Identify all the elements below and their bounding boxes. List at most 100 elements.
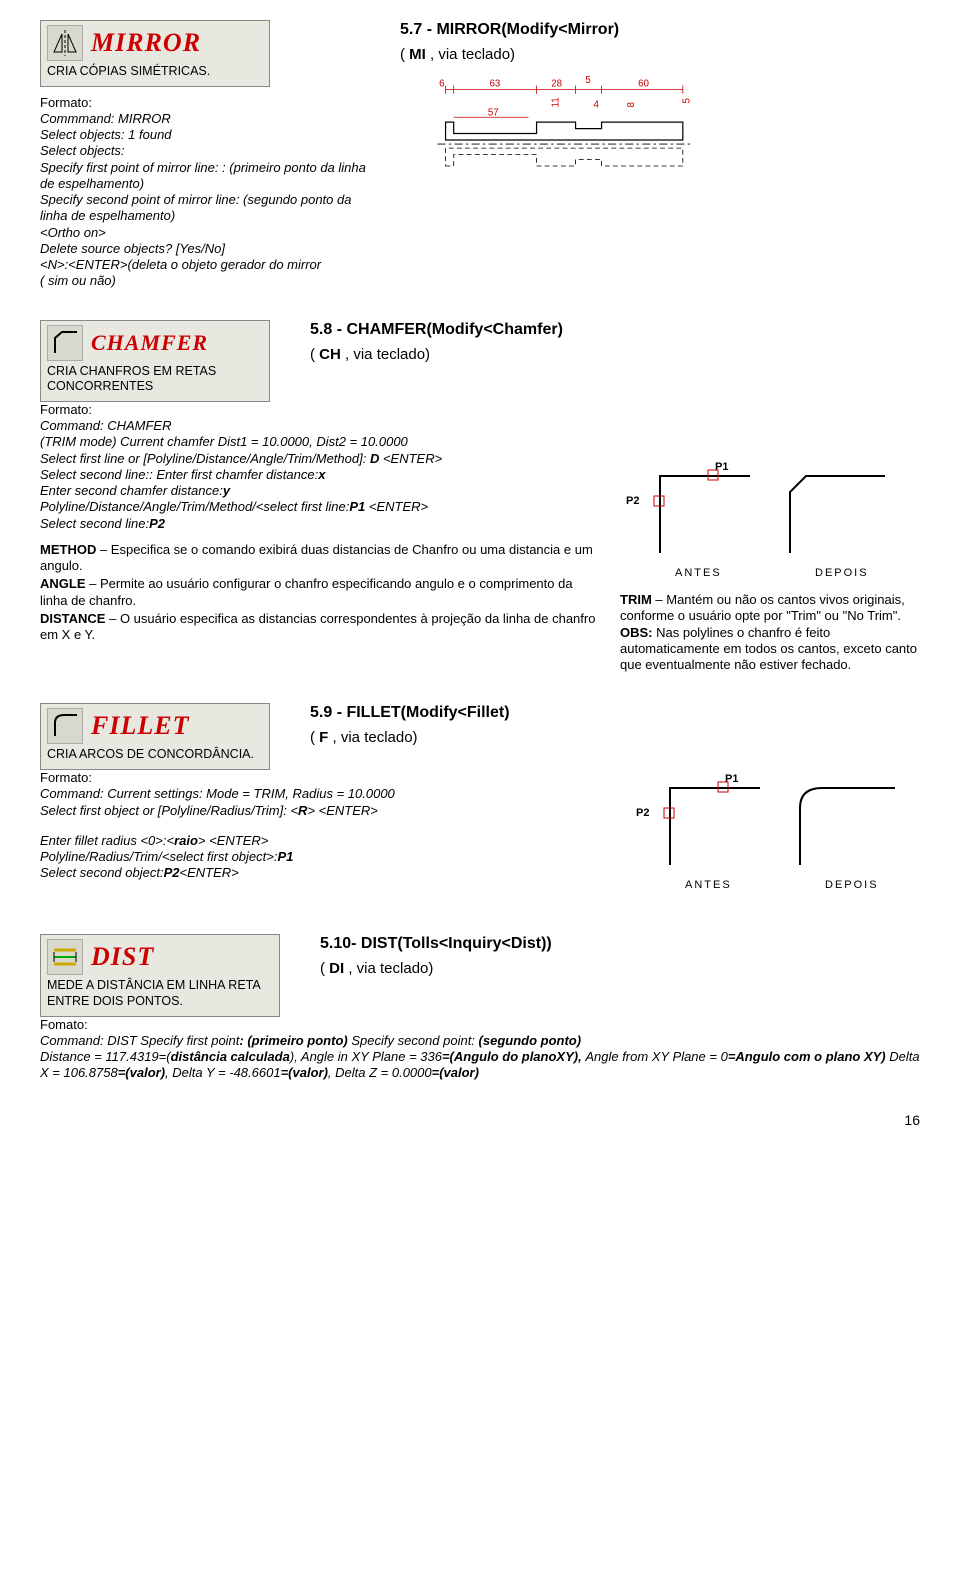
mirror-l7: Delete source objects? [Yes/No] — [40, 241, 380, 257]
chamfer-section-title: 5.8 - CHAMFER(Modify<Chamfer) — [310, 320, 920, 340]
t: D — [370, 451, 379, 466]
t: Select first object or [Polyline/Radius/… — [40, 803, 298, 818]
fi-l3: Enter fillet radius <0>:<raio> <ENTER> — [40, 833, 610, 849]
chamfer-desc: CRIA CHANFROS EM RETAS CONCORRENTES — [47, 364, 263, 395]
t: =(Angulo do planoXY), — [442, 1049, 585, 1064]
t: P1 — [277, 849, 293, 864]
t: Enter fillet radius <0>:< — [40, 833, 174, 848]
t: ), Angle in XY Plane = 336 — [290, 1049, 442, 1064]
depois: DEPOIS — [815, 567, 869, 579]
fillet-section-title: 5.9 - FILLET(Modify<Fillet) — [310, 703, 920, 723]
dist-section-title: 5.10- DIST(Tolls<Inquiry<Dist)) — [320, 934, 920, 954]
chamfer-icon-box: CHAMFER CRIA CHANFROS EM RETAS CONCORREN… — [40, 320, 270, 402]
antes: ANTES — [685, 879, 732, 891]
chamfer-left: CHAMFER CRIA CHANFROS EM RETAS CONCORREN… — [40, 320, 290, 402]
t: Polyline/Radius/Trim/<select first objec… — [40, 849, 277, 864]
p2: P2 — [626, 495, 639, 507]
fillet-via: ( F , via teclado) — [310, 729, 920, 748]
t: , Delta Y = -48.6601 — [165, 1065, 281, 1080]
t: (deleta o objeto gerador do mirror — [127, 257, 321, 272]
t: , Delta Z = 0.0000 — [328, 1065, 432, 1080]
section-fillet: FILLET CRIA ARCOS DE CONCORDÂNCIA. 5.9 -… — [40, 703, 920, 904]
d8: 8 — [626, 102, 637, 107]
fi-l1: Command: Current settings: Mode = TRIM, … — [40, 786, 610, 802]
mirror-l9: ( sim ou não) — [40, 273, 380, 289]
chamfer-diagram: P1 P2 ANTES DEPOIS — [620, 458, 900, 588]
mirror-l2: Select objects: 1 found — [40, 127, 380, 143]
fi-l4: Polyline/Radius/Trim/<select first objec… — [40, 849, 610, 865]
chamfer-icon — [47, 325, 83, 361]
p1: P1 — [725, 773, 738, 785]
mirror-l6: <Ortho on> — [40, 225, 380, 241]
mirror-right: 5.7 - MIRROR(Modify<Mirror) ( MI , via t… — [400, 20, 920, 209]
t: : (primeiro ponto) — [239, 1033, 351, 1048]
t: Select second object: — [40, 865, 164, 880]
p2: P2 — [636, 807, 649, 819]
d60: 60 — [638, 78, 649, 89]
mirror-l5: Specify second point of mirror line: (se… — [40, 192, 380, 225]
t: <ENTER> — [379, 451, 442, 466]
t: Select second line: — [40, 516, 149, 531]
fmt-label: Fomato: — [40, 1017, 920, 1033]
section-chamfer: CHAMFER CRIA CHANFROS EM RETAS CONCORREN… — [40, 320, 920, 674]
antes: ANTES — [675, 567, 722, 579]
di-l1: Command: DIST Specify first point: (prim… — [40, 1033, 920, 1049]
section-dist: DIST MEDE A DISTÂNCIA EM LINHA RETA ENTR… — [40, 934, 920, 1081]
t: – Especifica se o comando exibirá duas d… — [40, 542, 593, 573]
fmt-label: Formato: — [40, 402, 920, 418]
d5: 5 — [585, 75, 591, 86]
t: – O usuário especifica as distancias cor… — [40, 611, 595, 642]
t: P2 — [149, 516, 165, 531]
t: ANGLE — [40, 576, 86, 591]
fi-l5: Select second object:P2<ENTER> — [40, 865, 610, 881]
dist-icon-box: DIST MEDE A DISTÂNCIA EM LINHA RETA ENTR… — [40, 934, 280, 1016]
mirror-l1: Commmand: MIRROR — [40, 111, 380, 127]
fillet-icon-box: FILLET CRIA ARCOS DE CONCORDÂNCIA. — [40, 703, 270, 770]
fmt-label: Formato: — [40, 95, 380, 111]
chamfer-head: 5.8 - CHAMFER(Modify<Chamfer) ( CH , via… — [310, 320, 920, 365]
mirror-l3: Select objects: — [40, 143, 380, 159]
d63: 63 — [489, 78, 500, 89]
mirror-left: MIRROR CRIA CÓPIAS SIMÉTRICAS. Formato: … — [40, 20, 380, 290]
t: =(valor) — [118, 1065, 165, 1080]
d4: 4 — [593, 99, 599, 110]
dist-via: ( DI , via teclado) — [320, 960, 920, 979]
t: Polyline/Distance/Angle/Trim/Method/<sel… — [40, 499, 349, 514]
t: Specify second point: — [351, 1033, 478, 1048]
section-mirror: MIRROR CRIA CÓPIAS SIMÉTRICAS. Formato: … — [40, 20, 920, 290]
fillet-diagram: P1 P2 ANTES DEPOIS — [630, 770, 910, 900]
t: Angle from XY Plane = 0 — [585, 1049, 728, 1064]
d11: 11 — [551, 97, 562, 107]
page-number: 16 — [40, 1112, 920, 1130]
t: distância calculada — [171, 1049, 290, 1064]
d6: 6 — [439, 78, 444, 89]
t: <ENTER> — [365, 499, 428, 514]
t: =Angulo com o plano XY) — [728, 1049, 886, 1064]
mirror-formato: Formato: Commmand: MIRROR Select objects… — [40, 95, 380, 290]
fillet-text: Formato: Command: Current settings: Mode… — [40, 770, 610, 904]
dist-formato: Fomato: Command: DIST Specify first poin… — [40, 1017, 920, 1082]
chamfer-title: CHAMFER — [91, 329, 208, 357]
t: > <ENTER> — [307, 803, 377, 818]
ch-l1: Command: CHAMFER — [40, 418, 920, 434]
di-l2: Distance = 117.4319=(distância calculada… — [40, 1049, 920, 1082]
t: (segundo ponto) — [479, 1033, 582, 1048]
mirror-icon — [47, 25, 83, 61]
dist-head: 5.10- DIST(Tolls<Inquiry<Dist)) ( DI , v… — [320, 934, 920, 979]
t: Command: DIST Specify first point — [40, 1033, 239, 1048]
t: raio — [174, 833, 198, 848]
t: Specify first point of mirror line: : — [40, 160, 229, 175]
t: Nas polylines o chanfro é feito automati… — [620, 625, 917, 673]
d28: 28 — [551, 78, 562, 89]
t: Enter second chamfer distance: — [40, 483, 223, 498]
mirror-section-title: 5.7 - MIRROR(Modify<Mirror) — [400, 20, 920, 40]
mirror-dimension-diagram: 6 63 28 5 60 57 11 4 8 5 — [400, 75, 730, 205]
dist-icon — [47, 939, 83, 975]
t: P2 — [164, 865, 180, 880]
t: <N>:<ENTER> — [40, 257, 127, 272]
t: P1 — [349, 499, 365, 514]
fillet-head: 5.9 - FILLET(Modify<Fillet) ( F , via te… — [310, 703, 920, 748]
t: > <ENTER> — [198, 833, 268, 848]
t: DISTANCE — [40, 611, 105, 626]
fillet-desc: CRIA ARCOS DE CONCORDÂNCIA. — [47, 747, 263, 763]
